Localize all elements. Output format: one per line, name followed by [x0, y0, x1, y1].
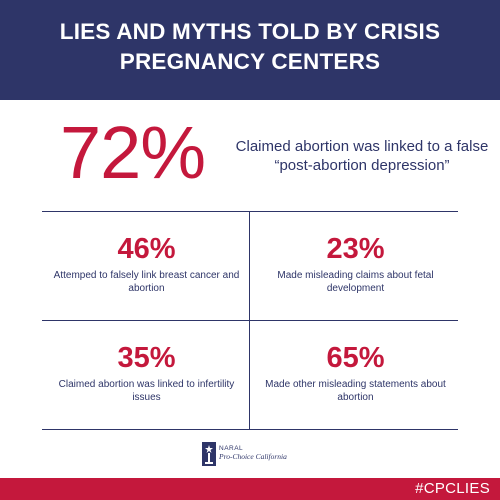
- stat-card-infertility: 35% Claimed abortion was linked to infer…: [44, 342, 249, 404]
- headline-stat-description: Claimed abortion was linked to a false “…: [235, 138, 489, 174]
- stat-card-other-statements: 65% Made other misleading statements abo…: [253, 342, 458, 404]
- stat-card-breast-cancer: 46% Attemped to falsely link breast canc…: [44, 233, 249, 295]
- stat-description: Made other misleading statements about a…: [265, 379, 446, 403]
- stat-description: Attemped to falsely link breast cancer a…: [53, 270, 240, 294]
- hashtag: #CPCLIES: [415, 480, 490, 497]
- page-title: LIES AND MYTHS TOLD BY CRISIS PREGNANCY …: [59, 19, 441, 74]
- stat-value: 23%: [326, 233, 385, 265]
- stat-value: 35%: [117, 342, 176, 374]
- divider-bottom: [42, 429, 458, 430]
- stat-value: 46%: [117, 233, 176, 265]
- stat-value: 65%: [326, 342, 385, 374]
- header-banner: LIES AND MYTHS TOLD BY CRISIS PREGNANCY …: [0, 0, 500, 100]
- divider-top: [42, 211, 458, 212]
- footer-bar: #CPCLIES: [0, 478, 500, 500]
- divider-vertical: [249, 212, 250, 429]
- statue-of-liberty-icon: [202, 442, 216, 466]
- stat-card-fetal-development: 23% Made misleading claims about fetal d…: [253, 233, 458, 295]
- logo-line-naral: NARAL: [219, 445, 244, 452]
- headline-stat-value: 72%: [60, 111, 206, 194]
- stat-description: Claimed abortion was linked to infertili…: [58, 379, 235, 403]
- divider-middle: [42, 320, 458, 321]
- stat-description: Made misleading claims about fetal devel…: [277, 270, 434, 294]
- logo-line-prochoice: Pro-Choice California: [219, 452, 287, 461]
- logo-text: NARAL Pro-Choice California: [219, 445, 287, 461]
